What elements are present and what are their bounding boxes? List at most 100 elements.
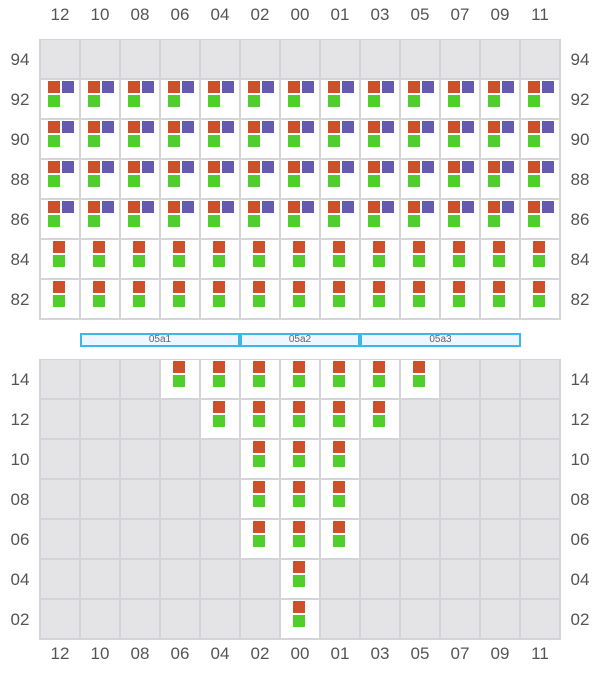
slot-cell[interactable] [281, 440, 319, 478]
slot-cell[interactable] [321, 360, 359, 398]
slot-cell[interactable] [281, 400, 319, 438]
slot-cell[interactable] [81, 280, 119, 318]
slot-cell[interactable] [401, 160, 439, 198]
slot-cell[interactable] [281, 560, 319, 598]
slot-cell[interactable] [281, 160, 319, 198]
slot-cell[interactable] [281, 200, 319, 238]
section-bar[interactable]: 05a2 [240, 333, 360, 347]
slot-cell[interactable] [521, 120, 559, 158]
section-bar[interactable]: 05a3 [360, 333, 521, 347]
slot-cell[interactable] [241, 360, 279, 398]
slot-cell[interactable] [201, 360, 239, 398]
slot-cell[interactable] [481, 200, 519, 238]
slot-cell[interactable] [441, 280, 479, 318]
slot-cell[interactable] [121, 120, 159, 158]
slot-cell[interactable] [201, 160, 239, 198]
slot-cell[interactable] [281, 240, 319, 278]
slot-cell[interactable] [481, 280, 519, 318]
slot-cell[interactable] [481, 80, 519, 118]
slot-cell[interactable] [81, 160, 119, 198]
slot-cell[interactable] [321, 240, 359, 278]
slot-cell[interactable] [241, 160, 279, 198]
slot-cell[interactable] [481, 120, 519, 158]
slot-cell[interactable] [401, 200, 439, 238]
slot-cell[interactable] [241, 480, 279, 518]
slot-cell[interactable] [201, 120, 239, 158]
slot-cell[interactable] [441, 240, 479, 278]
slot-cell[interactable] [241, 280, 279, 318]
slot-cell[interactable] [441, 200, 479, 238]
slot-cell[interactable] [361, 360, 399, 398]
slot-cell[interactable] [441, 160, 479, 198]
slot-cell[interactable] [521, 160, 559, 198]
slot-cell[interactable] [481, 240, 519, 278]
slot-cell[interactable] [81, 80, 119, 118]
slot-cell[interactable] [241, 200, 279, 238]
slot-cell[interactable] [281, 280, 319, 318]
slot-cell[interactable] [241, 520, 279, 558]
slot-cell[interactable] [321, 160, 359, 198]
slot-cell[interactable] [241, 440, 279, 478]
slot-cell[interactable] [321, 120, 359, 158]
slot-cell[interactable] [41, 240, 79, 278]
slot-cell[interactable] [121, 280, 159, 318]
slot-cell[interactable] [201, 80, 239, 118]
slot-cell[interactable] [401, 240, 439, 278]
slot-cell[interactable] [241, 400, 279, 438]
slot-cell[interactable] [321, 480, 359, 518]
slot-cell[interactable] [401, 280, 439, 318]
slot-cell[interactable] [41, 280, 79, 318]
slot-cell[interactable] [201, 280, 239, 318]
slot-cell[interactable] [361, 240, 399, 278]
slot-cell[interactable] [481, 160, 519, 198]
slot-cell[interactable] [281, 600, 319, 638]
slot-cell[interactable] [281, 80, 319, 118]
slot-cell[interactable] [361, 120, 399, 158]
slot-cell[interactable] [321, 80, 359, 118]
slot-cell[interactable] [161, 120, 199, 158]
slot-cell[interactable] [241, 240, 279, 278]
slot-cell[interactable] [81, 200, 119, 238]
slot-cell[interactable] [161, 200, 199, 238]
slot-cell[interactable] [281, 120, 319, 158]
slot-cell[interactable] [361, 80, 399, 118]
slot-cell[interactable] [41, 160, 79, 198]
slot-cell[interactable] [201, 400, 239, 438]
slot-cell[interactable] [321, 440, 359, 478]
slot-cell[interactable] [521, 240, 559, 278]
slot-cell[interactable] [281, 480, 319, 518]
slot-cell[interactable] [121, 200, 159, 238]
slot-cell[interactable] [361, 160, 399, 198]
slot-cell[interactable] [161, 360, 199, 398]
slot-cell[interactable] [401, 360, 439, 398]
slot-cell[interactable] [161, 160, 199, 198]
slot-cell[interactable] [161, 280, 199, 318]
slot-cell[interactable] [121, 160, 159, 198]
slot-cell[interactable] [521, 280, 559, 318]
slot-cell[interactable] [281, 520, 319, 558]
slot-cell[interactable] [281, 360, 319, 398]
slot-cell[interactable] [361, 280, 399, 318]
slot-cell[interactable] [41, 200, 79, 238]
slot-cell[interactable] [321, 200, 359, 238]
slot-cell[interactable] [161, 240, 199, 278]
slot-cell[interactable] [321, 400, 359, 438]
slot-cell[interactable] [241, 80, 279, 118]
slot-cell[interactable] [41, 80, 79, 118]
slot-cell[interactable] [41, 120, 79, 158]
slot-cell[interactable] [121, 240, 159, 278]
slot-cell[interactable] [321, 280, 359, 318]
slot-cell[interactable] [361, 200, 399, 238]
slot-cell[interactable] [361, 400, 399, 438]
slot-cell[interactable] [441, 80, 479, 118]
slot-cell[interactable] [401, 80, 439, 118]
slot-cell[interactable] [161, 80, 199, 118]
slot-cell[interactable] [401, 120, 439, 158]
slot-cell[interactable] [521, 80, 559, 118]
slot-cell[interactable] [81, 240, 119, 278]
slot-cell[interactable] [201, 200, 239, 238]
slot-cell[interactable] [441, 120, 479, 158]
slot-cell[interactable] [201, 240, 239, 278]
slot-cell[interactable] [521, 200, 559, 238]
slot-cell[interactable] [121, 80, 159, 118]
